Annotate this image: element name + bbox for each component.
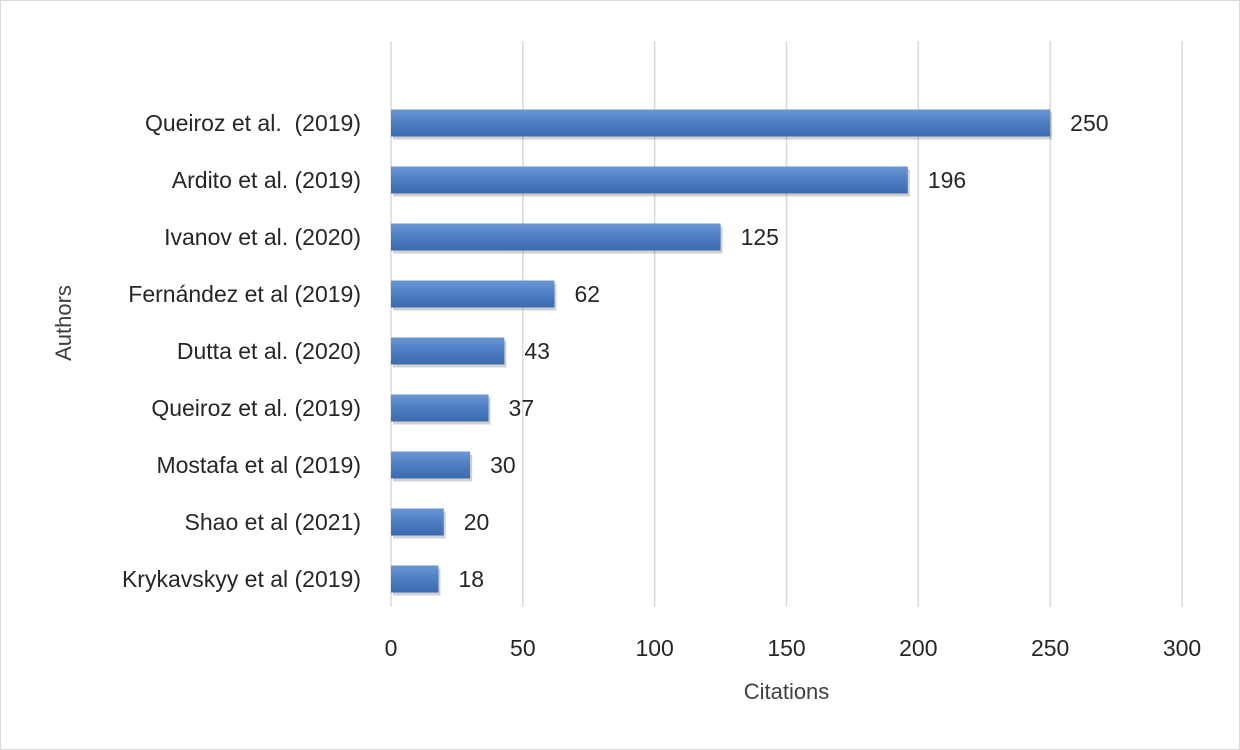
category-label: Mostafa et al (2019) (156, 452, 361, 478)
bar (391, 109, 1051, 137)
bar (391, 166, 908, 194)
x-tick-label: 150 (767, 635, 805, 661)
bar (391, 337, 505, 365)
x-tick-label: 50 (510, 635, 536, 661)
category-label: Queiroz et al. (2019) (145, 110, 361, 136)
x-tick-labels: 0 50 100 150 200 250 300 (385, 635, 1202, 661)
x-tick-label: 100 (635, 635, 673, 661)
data-label: 37 (509, 395, 535, 421)
bar (391, 394, 489, 422)
bars (391, 109, 1053, 596)
data-label: 125 (741, 224, 779, 250)
data-label: 43 (524, 338, 550, 364)
data-label: 18 (458, 566, 484, 592)
data-label: 30 (490, 452, 516, 478)
bar (391, 565, 439, 593)
data-labels: 250 196 125 62 43 37 30 20 18 (458, 110, 1108, 592)
category-label: Krykavskyy et al (2019) (122, 566, 361, 592)
bar (391, 508, 444, 536)
bar (391, 223, 721, 251)
y-axis-title: Authors (51, 285, 76, 361)
category-label: Fernández et al (2019) (128, 281, 361, 307)
x-tick-label: 200 (899, 635, 937, 661)
category-labels: Queiroz et al. (2019) Ardito et al. (2019… (122, 110, 361, 592)
x-tick-label: 250 (1031, 635, 1069, 661)
category-label: Queiroz et al. (2019) (151, 395, 361, 421)
x-axis-title: Citations (744, 679, 830, 704)
category-label: Dutta et al. (2020) (177, 338, 361, 364)
category-label: Ardito et al. (2019) (172, 167, 361, 193)
x-tick-label: 300 (1163, 635, 1201, 661)
category-label: Ivanov et al. (2020) (164, 224, 361, 250)
x-tick-label: 0 (385, 635, 398, 661)
bar (391, 451, 471, 479)
data-label: 20 (464, 509, 490, 535)
data-label: 250 (1070, 110, 1108, 136)
bar (391, 280, 555, 308)
category-label: Shao et al (2021) (185, 509, 361, 535)
data-label: 196 (928, 167, 966, 193)
data-label: 62 (574, 281, 600, 307)
